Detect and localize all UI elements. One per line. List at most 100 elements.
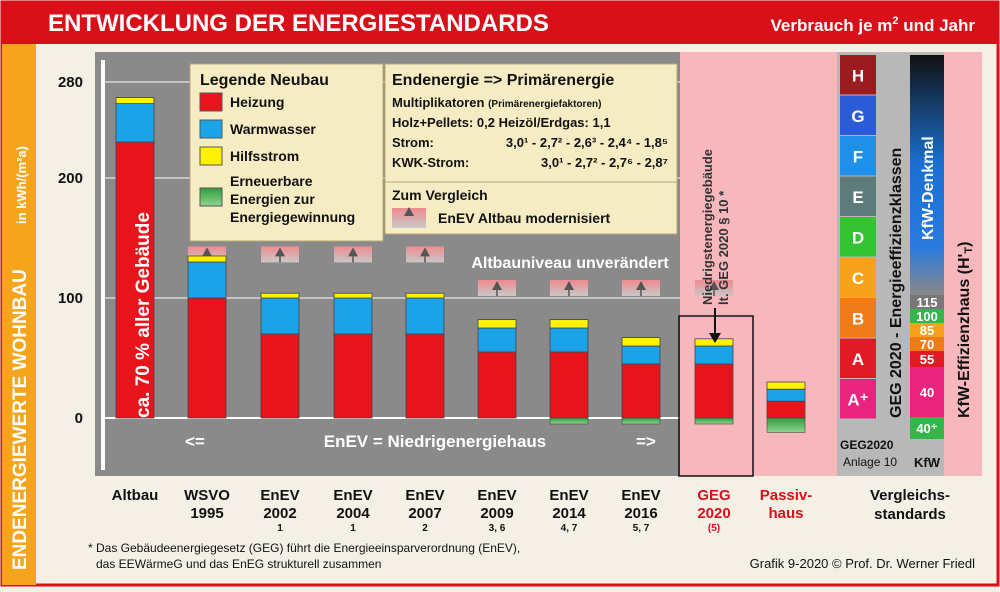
legend-swatch-warmwasser [199, 119, 223, 139]
bar-warmwasser-9 [766, 388, 806, 402]
class-band-5 [840, 257, 876, 297]
class-label-8: A⁺ [847, 390, 868, 409]
info-strom-values: 3,0¹ - 2,7² - 2,6³ - 2,4⁴ - 1,8⁵ [506, 135, 668, 150]
x-label-6-line2: 2014 [552, 505, 586, 522]
kfw-level-label-5: 40 [920, 385, 934, 400]
info-box [384, 63, 678, 183]
x-label-8-line1: GEG [697, 487, 730, 504]
x-labels: Altbau WSVO1995EnEV20021EnEV20041EnEV2007… [112, 487, 813, 534]
legend-item-erneuerbare-2: Energien zur [230, 191, 315, 207]
kfw-level-label-0: 115 [917, 295, 938, 310]
kfw-level-label-4: 55 [920, 352, 934, 367]
kfw-level-label-6: 40⁺ [916, 421, 937, 436]
footnote-1: * Das Gebäudeenergiegesetz (GEG) führt d… [88, 541, 520, 555]
header-bar [2, 2, 998, 44]
bar-hilfsstrom-9 [766, 381, 806, 390]
modernized-ref-arrow-5 [492, 281, 502, 290]
bar-hilfsstrom-4 [405, 292, 445, 299]
class-label-7: A [852, 350, 864, 369]
bar-hilfsstrom-1 [187, 255, 227, 263]
band-label: EnEV = Niedrigenergiehaus [324, 432, 547, 451]
x-label-3-line2: 2004 [336, 505, 370, 522]
comparison-swatch [392, 208, 426, 228]
legend-item-hilfsstrom: Hilfsstrom [230, 148, 299, 164]
bar-hilfsstrom-7 [621, 337, 661, 347]
legend-swatch-erneuerbare [199, 187, 223, 207]
kfw-level-label-2: 85 [920, 323, 934, 338]
info-kwk-label: KWK-Strom: [392, 155, 469, 170]
kfw-eff-area [944, 52, 982, 476]
x-label-5-line1: EnEV [477, 487, 516, 504]
bar-hilfsstrom-2 [260, 292, 300, 299]
bar-warmwasser-2 [260, 297, 300, 335]
x-label-3-note: 1 [350, 523, 356, 534]
x-label-8-line2: 2020 [697, 505, 730, 522]
bar-hilfsstrom-6 [549, 319, 589, 329]
x-label-2-line2: 2002 [263, 505, 296, 522]
modernized-ref-arrow-6 [564, 281, 574, 290]
chart-title: ENTWICKLUNG DER ENERGIESTANDARDS [48, 10, 549, 37]
class-label-1: G [851, 107, 864, 126]
bar-heizung-3 [333, 333, 373, 419]
class-band-8 [840, 379, 876, 419]
modernized-ref-arrow-2 [275, 247, 285, 257]
x-group-label-1: Vergleichs- [870, 487, 950, 504]
modernized-ref-arrow-4 [420, 247, 430, 257]
x-label-7-line2: 2016 [624, 505, 657, 522]
x-label-7-line1: EnEV [621, 487, 660, 504]
bar-heizung-1 [187, 297, 227, 419]
unit-caption: Verbrauch je m2 und Jahr [770, 15, 975, 35]
x-label-4-note: 2 [422, 523, 428, 534]
bar-heizung-8 [694, 363, 734, 419]
altbauniveau-label: Altbauniveau unverändert [471, 255, 669, 272]
info-title: Endenergie => Primärenergie [392, 72, 614, 89]
class-label-3: E [852, 188, 863, 207]
footnote-2: das EEWärmeG und das EnEG strukturell zu… [96, 557, 381, 571]
side-label-unit: in kWh/(m²a) [14, 146, 29, 224]
kfw-level-1 [910, 309, 944, 323]
x-label-9-line1: Passiv- [760, 487, 813, 504]
kfw-level-label-3: 70 [920, 337, 934, 352]
legend-title: Legende Neubau [200, 72, 329, 89]
class-band-1 [840, 95, 876, 135]
info-holz: Holz+Pellets: 0,2 Heizöl/Erdgas: 1,1 [392, 115, 611, 130]
x-label-5-note: 3, 6 [489, 523, 506, 534]
class-band-4 [840, 217, 876, 257]
legend-swatch-heizung [199, 92, 223, 112]
kfw-level-2 [910, 323, 944, 337]
x-label-6-line1: EnEV [549, 487, 588, 504]
kfw-level-3 [910, 337, 944, 351]
comparison-title: Zum Vergleich [392, 187, 488, 203]
classes-title: GEG 2020 - Energieeffizienzklassen [888, 148, 905, 418]
bar-heizung-6 [549, 351, 589, 419]
kfw-level-6 [910, 417, 944, 439]
bar-warmwasser-3 [333, 297, 373, 335]
side-label-main: ENDENERGIEWERTE WOHNBAU [10, 269, 31, 570]
band-arrow-right: => [636, 432, 656, 451]
x-group-label-2: standards [874, 506, 946, 523]
modernized-ref-arrow-8 [709, 281, 719, 290]
info-strom-label: Strom: [392, 135, 434, 150]
kfw-denkmal-label: KfW-Denkmal [920, 136, 937, 240]
class-label-5: C [852, 269, 864, 288]
legend-item-erneuerbare-1: Erneuerbare [230, 173, 313, 189]
niedrig-label-1: Niedrigstenergiegebäude [700, 149, 715, 305]
bar-warmwasser-0 [115, 103, 155, 143]
kfw-level-label-1: 100 [916, 309, 938, 324]
bar-heizung-4 [405, 333, 445, 419]
x-label-0-line1: Altbau [112, 487, 159, 504]
info-multiplikatoren: Multiplikatoren (Primärenergiefaktoren) [392, 95, 601, 110]
class-label-6: B [852, 309, 864, 328]
y-tick-label-0: 0 [75, 410, 83, 427]
comparison-swatch-arrow [404, 207, 414, 216]
altbau-bar-label: ca. 70 % aller Gebäude [133, 212, 154, 418]
bar-warmwasser-1 [187, 261, 227, 299]
class-band-2 [840, 136, 876, 176]
bar-warmwasser-7 [621, 345, 661, 365]
legend-item-warmwasser: Warmwasser [230, 121, 316, 137]
legend-swatch-hilfsstrom [199, 146, 223, 166]
bar-heizung-7 [621, 363, 661, 419]
kfw-level-5 [910, 367, 944, 417]
x-label-7-note: 5, 7 [633, 523, 650, 534]
